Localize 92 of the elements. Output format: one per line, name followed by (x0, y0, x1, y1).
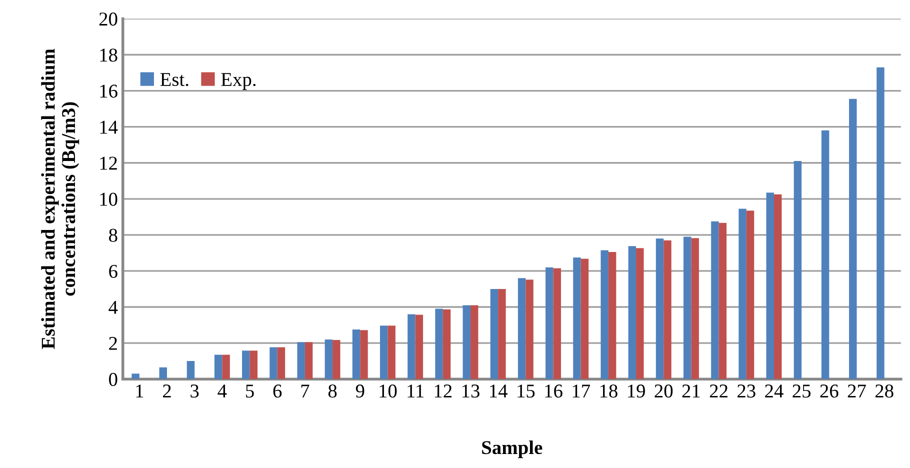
bar (360, 330, 368, 380)
bar (270, 347, 278, 380)
x-tick-label: 13 (462, 384, 480, 398)
bar (821, 130, 830, 380)
y-tick-label: 20 (99, 12, 118, 26)
bar (490, 288, 498, 380)
bar (498, 288, 506, 380)
legend-label: Est. (160, 73, 188, 86)
y-tick-label: 0 (109, 372, 118, 386)
x-tick-label: 4 (218, 384, 227, 398)
y-tick-label: 6 (109, 264, 118, 278)
x-tick-label: 18 (600, 384, 618, 398)
bar (600, 250, 608, 380)
x-tick-label: 21 (682, 384, 700, 398)
bar (766, 192, 774, 380)
bar (332, 340, 340, 380)
bar (774, 194, 782, 380)
y-tick-label: 8 (109, 228, 118, 242)
bar (580, 258, 589, 380)
y-tick-label: 16 (100, 84, 118, 98)
bar (876, 67, 884, 380)
bar (628, 246, 636, 380)
x-tick-label: 24 (765, 384, 784, 398)
bar (380, 326, 388, 380)
bar (415, 314, 424, 380)
x-tick-label: 15 (518, 384, 535, 398)
x-tick-label: 19 (628, 384, 645, 398)
bar (718, 222, 727, 380)
x-tick-label: 5 (246, 384, 254, 398)
bar (746, 210, 754, 380)
bar (250, 350, 258, 380)
bar (324, 339, 333, 380)
bar (470, 305, 478, 380)
y-axis-title: Estimated and experimental radium concentrations (Bq/m3) (41, 48, 80, 349)
bar (518, 278, 526, 380)
bar (277, 347, 286, 380)
x-tick-label: 3 (190, 384, 199, 398)
bar (442, 309, 451, 380)
x-tick-label: 1 (136, 384, 144, 398)
x-tick-label: 10 (380, 384, 397, 398)
bar (214, 354, 222, 380)
y-tick-label: 18 (100, 48, 118, 62)
x-tick-label: 12 (434, 384, 452, 398)
x-tick-label: 2 (162, 384, 171, 398)
x-tick-label: 28 (875, 384, 894, 398)
x-tick-label: 6 (273, 384, 282, 398)
bar (691, 238, 699, 380)
x-tick-label: 7 (301, 384, 310, 398)
bar (132, 374, 140, 380)
y-tick-label: 12 (100, 156, 117, 170)
bar (849, 98, 857, 380)
y-tick-label: 4 (108, 300, 118, 314)
x-tick-label: 9 (356, 384, 364, 398)
bar (159, 367, 167, 380)
bar (738, 208, 746, 380)
bar (352, 330, 360, 380)
x-tick-label: 8 (328, 384, 337, 398)
x-tick-label: 25 (792, 384, 811, 398)
bar (297, 342, 305, 380)
x-tick-label: 26 (820, 384, 838, 398)
x-tick-label: 17 (572, 384, 590, 398)
y-tick-label: 14 (100, 120, 118, 134)
x-tick-label: 23 (738, 384, 756, 398)
bar (222, 354, 230, 380)
bar (435, 308, 443, 380)
x-tick-label: 11 (408, 384, 424, 398)
bar (186, 361, 195, 380)
bar (242, 350, 250, 380)
bar (683, 236, 692, 380)
x-tick-label: 27 (848, 384, 866, 398)
bar (526, 280, 534, 380)
bar (553, 268, 561, 380)
bar (656, 238, 664, 380)
bar (636, 248, 644, 380)
x-tick-label: 16 (545, 384, 562, 398)
bar (388, 326, 396, 380)
bar (304, 342, 313, 380)
x-tick-label: 14 (490, 384, 508, 398)
bar (408, 314, 416, 380)
x-tick-label: 20 (654, 384, 673, 398)
legend-label: Exp. (221, 73, 256, 90)
bar (664, 240, 672, 380)
bar (546, 267, 554, 380)
y-tick-label: 2 (109, 336, 117, 350)
bar (711, 221, 719, 380)
y-tick-label: 10 (100, 192, 118, 206)
bar (573, 257, 581, 380)
x-axis-title: Sample (482, 440, 542, 458)
x-tick-label: 22 (710, 384, 728, 398)
bar (608, 252, 616, 380)
bar (462, 305, 470, 380)
bar (794, 161, 802, 380)
